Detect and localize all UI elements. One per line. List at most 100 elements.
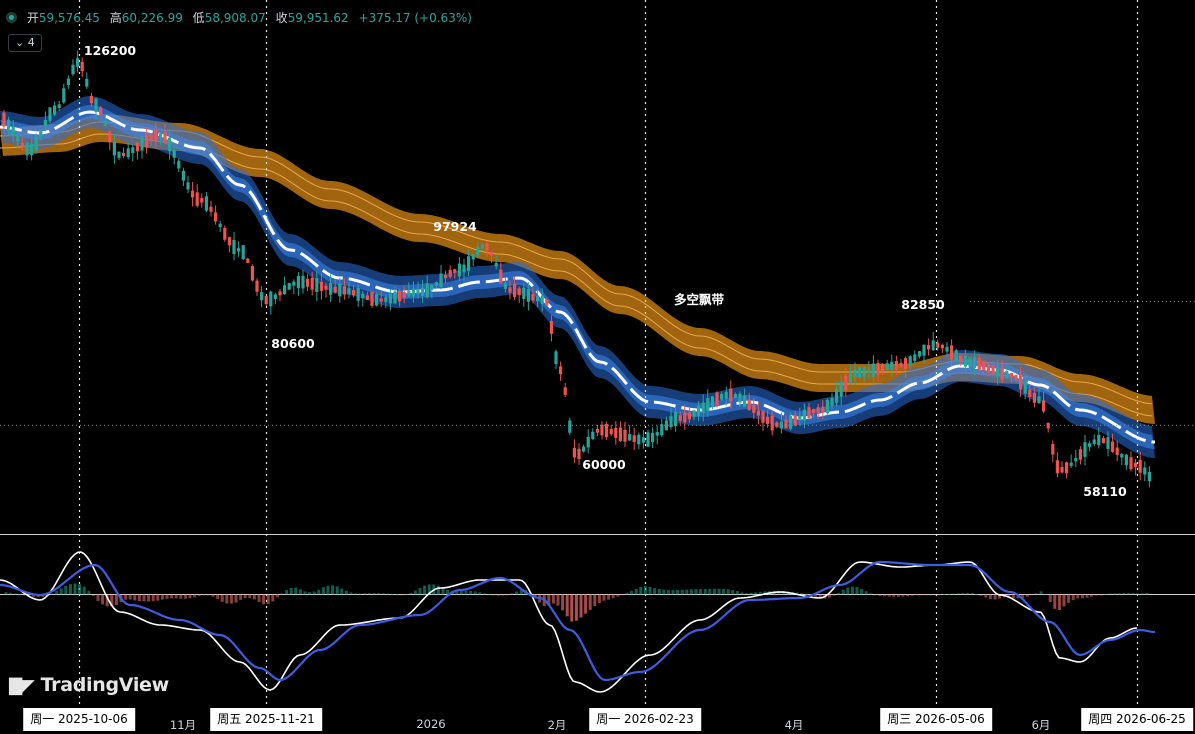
x-tick-label: 2026: [416, 717, 446, 731]
candle-body: [181, 170, 185, 181]
macd-histogram-bar: [584, 594, 588, 614]
candle-body: [959, 355, 963, 363]
macd-histogram-bar: [1140, 593, 1144, 595]
macd-histogram-bar: [556, 594, 560, 606]
macd-histogram-bar: [754, 592, 758, 595]
candle-body: [614, 427, 618, 438]
candle-body: [283, 285, 287, 295]
macd-histogram-bar: [740, 592, 744, 595]
macd-histogram-bar: [105, 594, 109, 607]
macd-histogram-bar: [32, 594, 36, 597]
indicator-toggle-button[interactable]: ⌄ 4: [8, 34, 42, 52]
candle-body: [968, 357, 972, 367]
macd-histogram-bar: [280, 593, 284, 595]
candle-body: [637, 434, 641, 445]
macd-histogram-bar: [423, 585, 427, 595]
candle-body: [255, 280, 259, 292]
candle-body: [471, 254, 475, 260]
high-label: 高: [109, 11, 122, 25]
candle-body: [770, 415, 774, 431]
macd-histogram-bar: [418, 587, 422, 595]
tradingview-logo[interactable]: ▇◤ TradingView: [9, 674, 169, 696]
macd-histogram-bar: [87, 590, 91, 595]
macd-histogram-bar: [252, 594, 256, 600]
candle-body: [1106, 437, 1110, 449]
candle-body: [655, 432, 659, 436]
macd-histogram-bar: [404, 594, 408, 596]
candle-body: [278, 291, 282, 296]
macd-histogram-bar: [680, 589, 684, 595]
candle-body: [1078, 449, 1082, 460]
candle-body: [830, 397, 834, 406]
macd-histogram-bar: [386, 593, 390, 595]
candle-body: [457, 263, 461, 277]
candle-body: [310, 277, 314, 290]
macd-histogram-bar: [377, 593, 381, 595]
candle-body: [954, 350, 958, 362]
candle-body: [595, 428, 599, 433]
candle-body: [798, 415, 802, 420]
candle-body: [292, 281, 296, 286]
macd-histogram-bar: [860, 588, 864, 595]
macd-histogram-bar: [1011, 594, 1015, 599]
candle-body: [986, 363, 990, 372]
macd-histogram-bar: [78, 584, 82, 595]
macd-histogram-bar: [1062, 594, 1066, 607]
macd-histogram-bar: [676, 589, 680, 595]
candle-body: [922, 344, 926, 356]
macd-histogram-bar: [519, 589, 523, 595]
macd-histogram-bar: [170, 594, 174, 599]
price-annotation-label: 126200: [84, 43, 136, 58]
macd-histogram-bar: [804, 594, 808, 595]
macd-histogram-bar: [294, 587, 298, 595]
candle-body: [39, 130, 43, 138]
macd-histogram-bar: [395, 594, 399, 596]
candle-body: [425, 283, 429, 298]
macd-histogram-bar: [1136, 593, 1140, 595]
macd-histogram-bar: [308, 592, 312, 595]
candle-body: [301, 275, 305, 289]
macd-histogram-bar: [55, 590, 59, 595]
ohlc-legend: 开59,576.45 高60,226.99 低58,908.07 收59,951…: [6, 9, 478, 26]
candle-body: [347, 288, 351, 295]
candle-body: [66, 78, 70, 86]
symbol-status-icon[interactable]: [6, 12, 17, 23]
candle-body: [1005, 371, 1009, 379]
macd-histogram-bar: [193, 594, 197, 598]
price-annotation-label: 97924: [433, 219, 477, 234]
macd-histogram-bar: [248, 594, 252, 598]
macd-histogram-bar: [455, 591, 459, 595]
candle-body: [1032, 392, 1036, 403]
macd-histogram-bar: [837, 592, 841, 595]
x-tick-label: 2月: [547, 718, 567, 732]
bull-bear-band-orange: [0, 114, 1155, 424]
macd-histogram-bar: [156, 594, 160, 601]
low-label: 低: [192, 11, 205, 25]
macd-histogram-bar: [1034, 593, 1038, 595]
candle-body: [7, 119, 11, 130]
macd-histogram-bar: [128, 594, 132, 600]
macd-histogram-bar: [827, 594, 831, 598]
candle-body: [973, 356, 977, 368]
candle-body: [885, 363, 889, 371]
candle-body: [917, 351, 921, 357]
macd-histogram-bar: [883, 594, 887, 597]
candle-body: [600, 424, 604, 436]
candle-body: [927, 345, 931, 350]
macd-histogram-bar: [653, 588, 657, 595]
candle-body: [825, 399, 829, 414]
candle-body: [559, 366, 563, 375]
price-annotation-label: 60000: [582, 457, 626, 472]
candle-body: [126, 148, 130, 158]
macd-histogram-bar: [262, 594, 266, 605]
candle-body: [899, 362, 903, 368]
candle-body: [793, 414, 797, 426]
candle-body: [651, 432, 655, 442]
macd-histogram-bar: [625, 592, 629, 595]
candle-body: [379, 298, 383, 302]
macd-histogram-bar: [1122, 592, 1126, 595]
macd-histogram-bar: [795, 592, 799, 595]
candle-body: [186, 182, 190, 190]
candle-body: [480, 244, 484, 249]
